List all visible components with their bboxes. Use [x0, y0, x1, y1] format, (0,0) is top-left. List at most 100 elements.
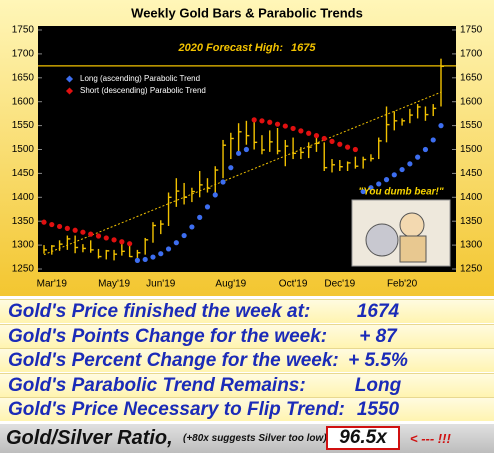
x-tick-label: Aug'19 [215, 279, 246, 290]
y2-tick-label: 1600 [460, 96, 483, 107]
cartoon-shape [399, 212, 425, 238]
trend-dot [352, 146, 358, 153]
trend-dot [127, 241, 133, 247]
y2-tick-label: 1500 [460, 144, 483, 155]
footer-arrow: < --- !!! [410, 431, 451, 446]
y2-tick-label: 1700 [460, 49, 483, 60]
trend-dot [267, 119, 273, 125]
y2-tick-label: 1400 [460, 192, 483, 203]
y-tick-label: 1750 [12, 25, 35, 36]
cartoon-shape [399, 235, 427, 263]
chart-title: Weekly Gold Bars & Parabolic Trends [131, 5, 363, 20]
x-tick-label: Mar'19 [37, 279, 68, 290]
trend-dot [142, 256, 148, 263]
chart: Weekly Gold Bars & Parabolic Trends 1250… [0, 0, 494, 296]
row-value: 1550 [356, 399, 400, 420]
trend-dot [197, 214, 203, 220]
row-label: Gold's Parabolic Trend Remains: [8, 374, 306, 396]
footer-row: Gold/Silver Ratio, (+80x suggests Silver… [0, 424, 494, 453]
trend-dot [228, 165, 234, 171]
trend-dot [189, 224, 195, 230]
forecast-value: 1675 [291, 42, 316, 54]
footer-value: 96.5x [326, 426, 400, 450]
row-label: Gold's Points Change for the week: [8, 325, 328, 347]
legend-label: Short (descending) Parabolic Trend [80, 86, 206, 95]
trend-dot [103, 235, 109, 241]
table-row: Gold's Percent Change for the week: + 5.5… [0, 348, 494, 372]
trend-dot [438, 123, 444, 129]
y2-tick-label: 1450 [460, 168, 483, 179]
trend-dot [88, 231, 94, 237]
trend-dot [243, 146, 249, 153]
footer-label: Gold/Silver Ratio, [6, 427, 173, 449]
trend-dot [383, 177, 390, 183]
y-tick-label: 1600 [12, 96, 35, 107]
annotation: "You dumb bear!" [358, 187, 443, 198]
trend-dot [80, 229, 86, 235]
trend-dot [49, 221, 55, 228]
trend-dot [95, 233, 102, 239]
trend-dot [290, 125, 296, 132]
forecast-label: 2020 Forecast High: 1675 [177, 42, 316, 54]
table-row: Gold's Points Change for the week: + 87 [0, 323, 494, 348]
trend-dot [259, 118, 265, 124]
y-tick-label: 1550 [12, 120, 35, 131]
y2-tick-label: 1350 [460, 216, 483, 227]
row-value: Long [354, 374, 402, 396]
trend-line [43, 91, 442, 256]
trend-dot [306, 130, 312, 136]
trend-dot [313, 133, 320, 139]
trend-dot [422, 146, 429, 153]
trend-dot [337, 141, 343, 147]
row-value: + 87 [359, 325, 397, 347]
trend-dot [119, 239, 125, 245]
row-label: Gold's Price finished the week at: [8, 301, 311, 322]
trend-dot [236, 150, 242, 156]
trend-dot [158, 251, 164, 257]
trend-dot [212, 192, 218, 198]
x-tick-label: Dec'19 [324, 279, 355, 290]
y2-tick-label: 1300 [460, 240, 483, 251]
y2-tick-label: 1550 [460, 120, 483, 131]
trend-dot [41, 219, 47, 225]
trend-dot [220, 179, 226, 185]
trend-dot [399, 166, 405, 173]
legend-marker [65, 87, 74, 95]
trend-dot [181, 232, 187, 239]
trend-dot [321, 135, 327, 142]
y-tick-label: 1700 [12, 49, 35, 60]
y2-tick-label: 1650 [460, 72, 483, 83]
table-row: Gold's Price Necessary to Flip Trend: 155… [0, 397, 494, 421]
trend-dot [111, 237, 117, 243]
trend-dot [282, 123, 288, 129]
y-tick-label: 1450 [12, 168, 35, 179]
trend-dot [415, 154, 421, 160]
y-tick-label: 1500 [12, 144, 35, 155]
trend-dot [165, 246, 172, 252]
trend-dot [274, 121, 281, 127]
trend-dot [173, 240, 179, 246]
forecast-label-text: 2020 Forecast High: [177, 42, 283, 54]
trend-dot [204, 204, 211, 210]
trend-dot [72, 227, 78, 233]
trend-dot [64, 225, 70, 231]
trend-dot [376, 181, 382, 187]
trend-dot [134, 257, 141, 263]
footer-note: (+80x suggests Silver too low): [183, 433, 330, 444]
y-tick-label: 1350 [12, 216, 35, 227]
x-tick-label: May'19 [98, 279, 130, 290]
row-label: Gold's Price Necessary to Flip Trend: [8, 399, 345, 420]
x-tick-label: Jun'19 [146, 279, 176, 290]
y-tick-label: 1250 [12, 264, 35, 275]
x-tick-label: Oct'19 [279, 279, 308, 290]
trend-dot [298, 128, 304, 134]
trend-dot [430, 137, 436, 143]
trend-dot [56, 223, 63, 230]
legend-marker [65, 75, 74, 83]
legend-label: Long (ascending) Parabolic Trend [80, 74, 200, 83]
trend-dot [251, 117, 257, 123]
cartoon [351, 199, 451, 267]
trend-dot [150, 254, 156, 260]
x-tick-label: Feb'20 [387, 279, 418, 290]
